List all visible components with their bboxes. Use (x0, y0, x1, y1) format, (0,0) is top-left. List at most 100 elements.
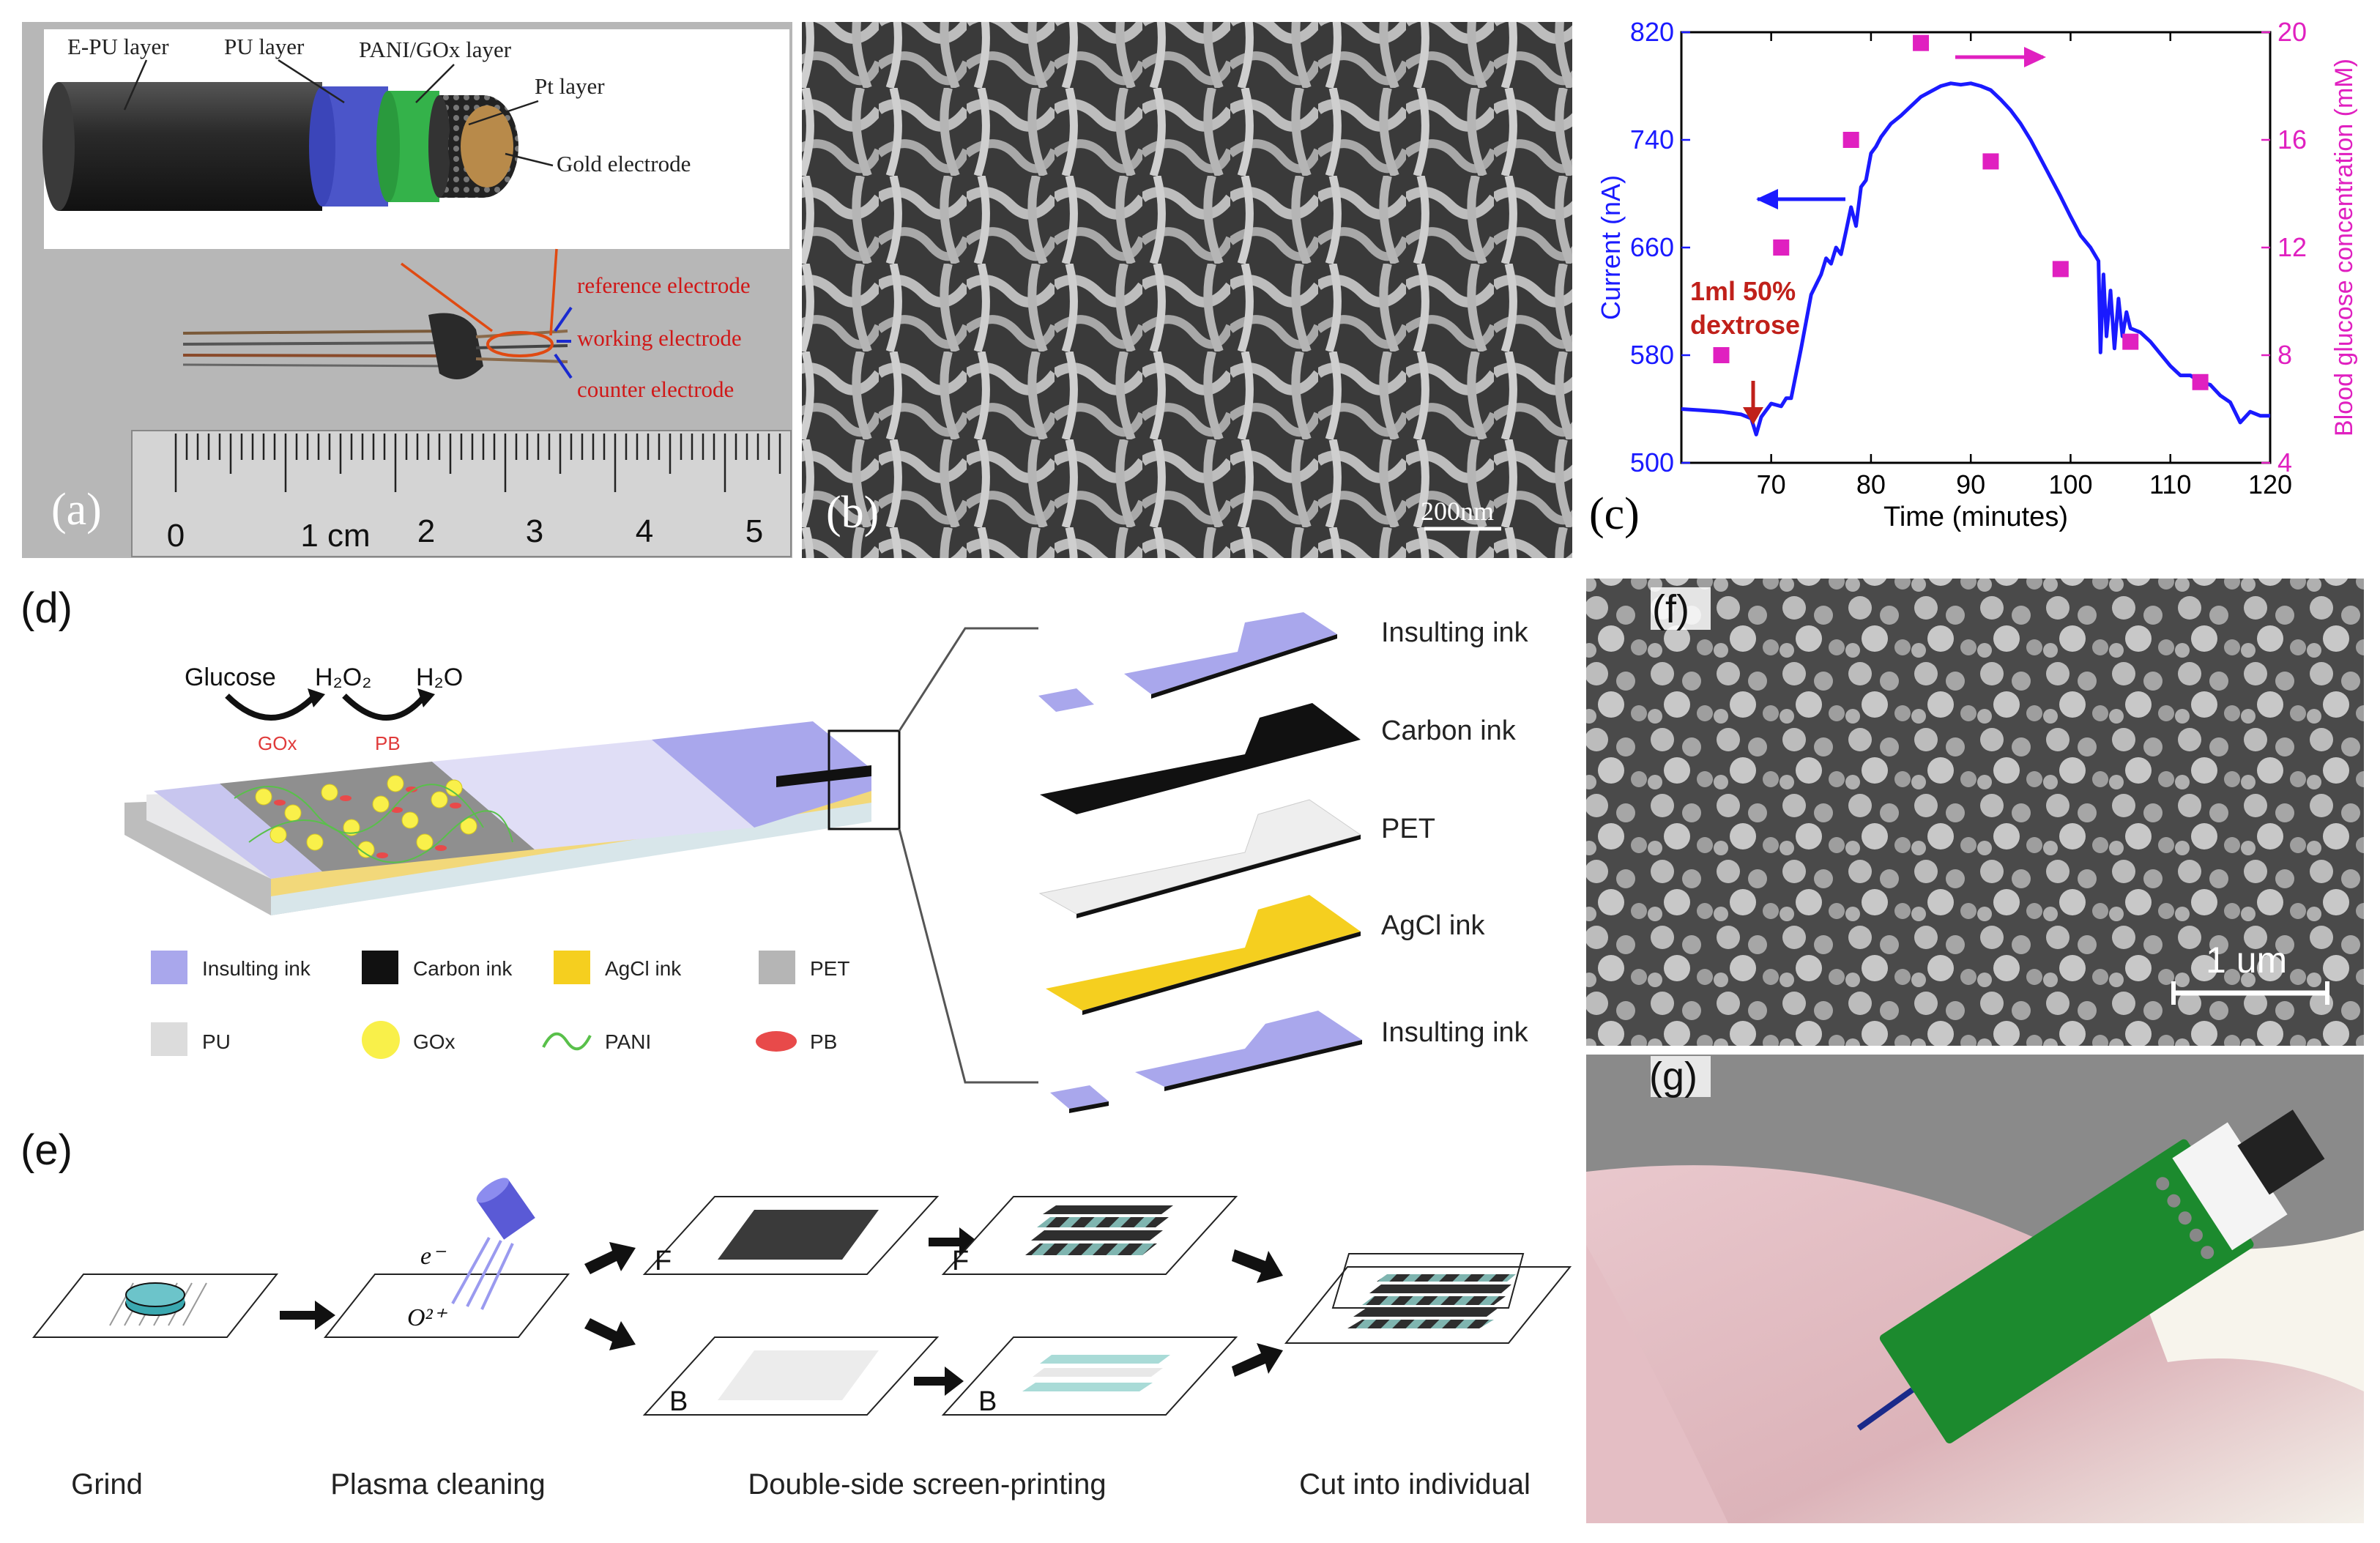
back-side-label-1: B (669, 1386, 688, 1417)
ruler-label-3: 3 (526, 513, 543, 549)
sem-image-nanostructure (1586, 579, 2364, 1046)
gox-particle (306, 833, 324, 851)
panel-b-scale-text: 200nm (1421, 497, 1494, 526)
panel-d-label: (d) (21, 584, 72, 632)
magnifier-box (828, 729, 901, 830)
y2-tick-label: 12 (2277, 232, 2307, 262)
panel-b-label: (b) (826, 488, 879, 538)
legend-pet: PET (810, 957, 849, 980)
exploded-layer-insulating-bottom: Insulting ink (1381, 1017, 1529, 1048)
sem-image-fibers (802, 22, 1572, 558)
back-print-area (718, 1350, 879, 1400)
gox-particle (431, 791, 448, 808)
reaction-h2o: H₂O (416, 663, 463, 691)
x-tick-label: 100 (2048, 469, 2092, 499)
reaction-pb-label: PB (375, 732, 401, 754)
glucose-data-point (1913, 34, 1930, 51)
ruler-label-5: 5 (745, 513, 763, 549)
electron-label: e⁻ (420, 1243, 447, 1270)
exploded-layer-agcl: AgCl ink (1381, 910, 1485, 941)
glucose-data-point (1713, 347, 1730, 363)
gox-particle (445, 779, 463, 797)
legend-pani: PANI (605, 1030, 651, 1053)
step-arrow (280, 1301, 335, 1330)
pb-particle (391, 807, 403, 813)
legend-gox: GOx (413, 1030, 455, 1053)
x-tick-label: 90 (1956, 469, 1985, 499)
panel-e: (e) e⁻ O²⁺ F F (21, 1126, 1572, 1501)
pani-fiber (234, 784, 484, 834)
y-tick-label: 660 (1630, 232, 1674, 262)
y2-axis-label: Blood glucose concentration (mM) (2330, 59, 2358, 436)
gox-particle (401, 811, 419, 829)
y2-tick-label: 20 (2277, 17, 2307, 47)
gox-particles (234, 775, 513, 863)
pt-layer-label: Pt layer (535, 73, 605, 99)
pb-particle (435, 845, 447, 851)
panel-e-label: (e) (21, 1126, 72, 1174)
panel-a-label: (a) (51, 485, 102, 535)
legend-pb: PB (810, 1030, 837, 1053)
y2-tick-label: 16 (2277, 124, 2307, 155)
epu-layer-label: E-PU layer (67, 34, 169, 59)
pu-layer-label: PU layer (224, 34, 305, 59)
pb-particle (376, 852, 388, 858)
panel-c: 70 80 90 100 110 120 500 580 660 740 820 4 8 12 16 20 C… (1582, 17, 2380, 558)
ruler-label-0: 0 (167, 518, 185, 554)
pb-particle (274, 800, 286, 806)
oxygen-ion-label: O²⁺ (407, 1304, 448, 1331)
step-arrow (914, 1367, 964, 1396)
x-tick-label: 80 (1856, 469, 1886, 499)
legend-swatch-insulating (151, 951, 187, 984)
panel-a: E-PU layer PU layer PANI/GOx layer Pt la… (22, 22, 792, 558)
plasma-substrate (323, 1274, 570, 1338)
step-grind-label: Grind (71, 1468, 143, 1501)
legend-swatch-pet (759, 951, 795, 984)
gox-particle (321, 784, 338, 801)
glucose-data-point (1773, 239, 1790, 256)
gox-particle (343, 819, 360, 836)
gox-particle (372, 795, 390, 813)
legend-carbon-ink: Carbon ink (413, 957, 513, 980)
exploded-layer-carbon: Carbon ink (1381, 715, 1517, 746)
gox-particle (416, 833, 434, 851)
glucose-data-point (1982, 153, 1999, 170)
working-electrode-label: working electrode (577, 325, 742, 351)
y-tick-label: 500 (1630, 447, 1674, 477)
pb-particle (340, 795, 352, 801)
front-side-label-1: F (655, 1246, 672, 1276)
gox-particle (387, 775, 404, 792)
gold-electrode-shape (461, 105, 513, 187)
counter-electrode-label: counter electrode (577, 376, 734, 402)
glucose-data-point (2192, 373, 2209, 390)
glucose-data-point (2122, 333, 2139, 350)
pb-particle (450, 803, 461, 808)
y2-tick-label: 4 (2277, 447, 2292, 477)
epu-layer-shape (59, 82, 322, 211)
panel-d-legend: Insulting ink Carbon ink AgCl ink PET PU… (151, 951, 849, 1059)
branch-arrow-down (584, 1318, 636, 1350)
merge-arrow-up (1232, 1249, 1283, 1283)
branch-arrow-up (584, 1242, 636, 1274)
gox-particle (357, 841, 375, 858)
panel-g-label: (g) (1649, 1055, 1697, 1098)
pcb-device (1856, 1109, 2325, 1444)
panel-g: (g) (1586, 1055, 2364, 1523)
legend-insulating-ink: Insulting ink (202, 957, 311, 980)
panel-d: (d) Glucose H₂O₂ H₂O GOx PB (21, 584, 1529, 1113)
gox-particle (284, 804, 302, 822)
pani-fiber (248, 810, 513, 863)
step-cut-label: Cut into individual (1299, 1468, 1531, 1501)
sensor-photo (182, 313, 568, 379)
pb-particle (406, 787, 417, 792)
ruler-label-1cm: 1 cm (300, 518, 370, 554)
legend-swatch-pb (756, 1031, 797, 1052)
plasma-gun-icon (476, 1178, 535, 1240)
legend-swatch-pu (151, 1022, 187, 1056)
glucose-current-chart: 70 80 90 100 110 120 500 580 660 740 820 4 8 12 16 20 C… (1596, 17, 2358, 532)
panel-f: (f) 1 um (1586, 579, 2364, 1046)
dextrose-annotation-line2: dextrose (1690, 310, 1800, 340)
current-series-line (1681, 81, 2270, 436)
glucose-data-point (2052, 261, 2069, 278)
